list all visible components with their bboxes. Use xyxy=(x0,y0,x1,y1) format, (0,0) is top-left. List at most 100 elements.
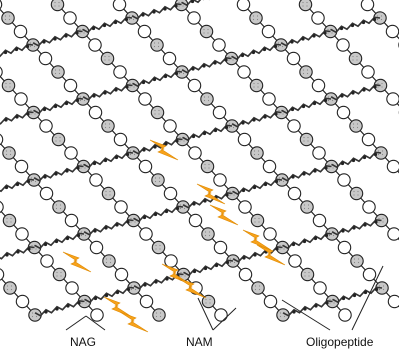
amino-acid xyxy=(104,293,109,298)
amino-acid xyxy=(141,80,146,85)
oligopeptide-chain xyxy=(132,137,183,155)
amino-acid xyxy=(152,77,157,82)
nam-texture xyxy=(80,167,82,169)
amino-acid xyxy=(291,175,295,179)
lightning-bolt-icon xyxy=(62,251,92,273)
nam-texture xyxy=(229,261,232,264)
nam-leader-line xyxy=(197,297,214,331)
nam-texture xyxy=(154,113,156,115)
nam-texture xyxy=(130,285,133,287)
nag-sugar xyxy=(113,132,128,147)
lightning-bolt-icon xyxy=(149,139,179,161)
amino-acid xyxy=(53,37,57,41)
nag-sugar xyxy=(40,254,54,268)
amino-acid xyxy=(174,71,179,76)
nam-texture xyxy=(253,150,256,152)
amino-acid xyxy=(103,91,107,95)
nam-texture xyxy=(382,221,384,223)
nam-texture xyxy=(55,136,57,139)
amino-acid xyxy=(374,287,379,292)
lightning-bolt-icon xyxy=(177,277,207,299)
nam-texture xyxy=(153,45,156,48)
nag-sugar xyxy=(88,105,103,120)
nam-texture xyxy=(31,244,33,247)
oligopeptide-chain xyxy=(232,245,283,263)
nam-texture xyxy=(307,207,310,210)
nag-sugar xyxy=(188,213,203,228)
nam-sugar xyxy=(150,38,164,52)
amino-acid xyxy=(153,212,158,217)
nag-sugar xyxy=(0,200,4,214)
nag-sugar xyxy=(261,24,276,39)
amino-acid xyxy=(191,67,195,71)
nag-sugar xyxy=(362,200,376,214)
nam-sugar xyxy=(200,159,215,174)
amino-acid xyxy=(340,161,345,166)
lightning-bolt-icon xyxy=(256,244,286,266)
nag-sugar xyxy=(0,0,3,10)
nam-texture xyxy=(80,234,83,237)
nam-sugar xyxy=(299,132,314,147)
nam-sugar xyxy=(350,254,364,268)
nam-texture xyxy=(183,207,186,210)
nam-texture xyxy=(5,153,8,156)
nam-texture xyxy=(306,69,309,71)
nam-texture xyxy=(376,15,379,17)
amino-acid xyxy=(125,152,130,157)
nam-texture xyxy=(34,113,36,115)
nag-sugar xyxy=(361,65,375,79)
nam-texture xyxy=(30,109,32,112)
nam-texture xyxy=(159,248,161,250)
amino-acid xyxy=(16,250,20,254)
nag-sugar xyxy=(38,51,53,66)
nam-texture xyxy=(378,288,381,291)
nam-texture xyxy=(129,86,131,88)
nam-texture xyxy=(378,217,380,220)
nam-texture xyxy=(306,5,308,7)
amino-acid xyxy=(301,37,305,41)
nam-sugar xyxy=(100,51,115,66)
nam-texture xyxy=(157,42,160,44)
nag-sugar xyxy=(64,146,78,160)
nam-texture xyxy=(357,261,360,264)
amino-acid xyxy=(92,94,96,98)
nam-texture xyxy=(279,248,281,250)
nag-sugar xyxy=(89,240,104,255)
amino-acid xyxy=(262,47,267,52)
amino-acid xyxy=(252,118,256,122)
amino-acid xyxy=(25,44,30,49)
nam-texture xyxy=(252,18,255,21)
amino-acid xyxy=(352,293,357,298)
amino-acid xyxy=(302,239,307,244)
nag-sugar xyxy=(236,0,251,12)
nam-texture xyxy=(79,32,81,34)
nam-texture xyxy=(157,45,160,48)
nag-sugar xyxy=(287,186,302,201)
oligopeptide-leader-line xyxy=(351,265,384,331)
nam-texture xyxy=(328,167,330,169)
nam-texture xyxy=(356,59,358,61)
nag-sugar xyxy=(311,78,326,93)
nam-texture xyxy=(353,194,355,196)
amino-acid xyxy=(225,193,229,197)
nam-texture xyxy=(55,207,58,210)
amino-acid xyxy=(143,283,147,287)
nam-texture xyxy=(328,231,331,233)
amino-acid xyxy=(202,131,207,136)
nam-sugar xyxy=(51,65,65,79)
nag-sugar xyxy=(89,173,103,187)
amino-acid xyxy=(213,61,217,65)
nam-texture xyxy=(306,72,309,75)
oligopeptide-leader-line xyxy=(281,299,331,331)
nam-texture xyxy=(179,136,181,139)
oligopeptide-chain xyxy=(280,29,331,47)
lightning-bolt-icon xyxy=(209,204,239,226)
nam-texture xyxy=(353,190,355,193)
nam-texture xyxy=(302,69,305,71)
amino-acid xyxy=(142,148,146,152)
nam-texture xyxy=(327,28,329,31)
nam-texture xyxy=(307,140,309,142)
nam-texture xyxy=(203,96,206,98)
nam-texture xyxy=(179,204,182,206)
nam-sugar xyxy=(349,119,363,133)
